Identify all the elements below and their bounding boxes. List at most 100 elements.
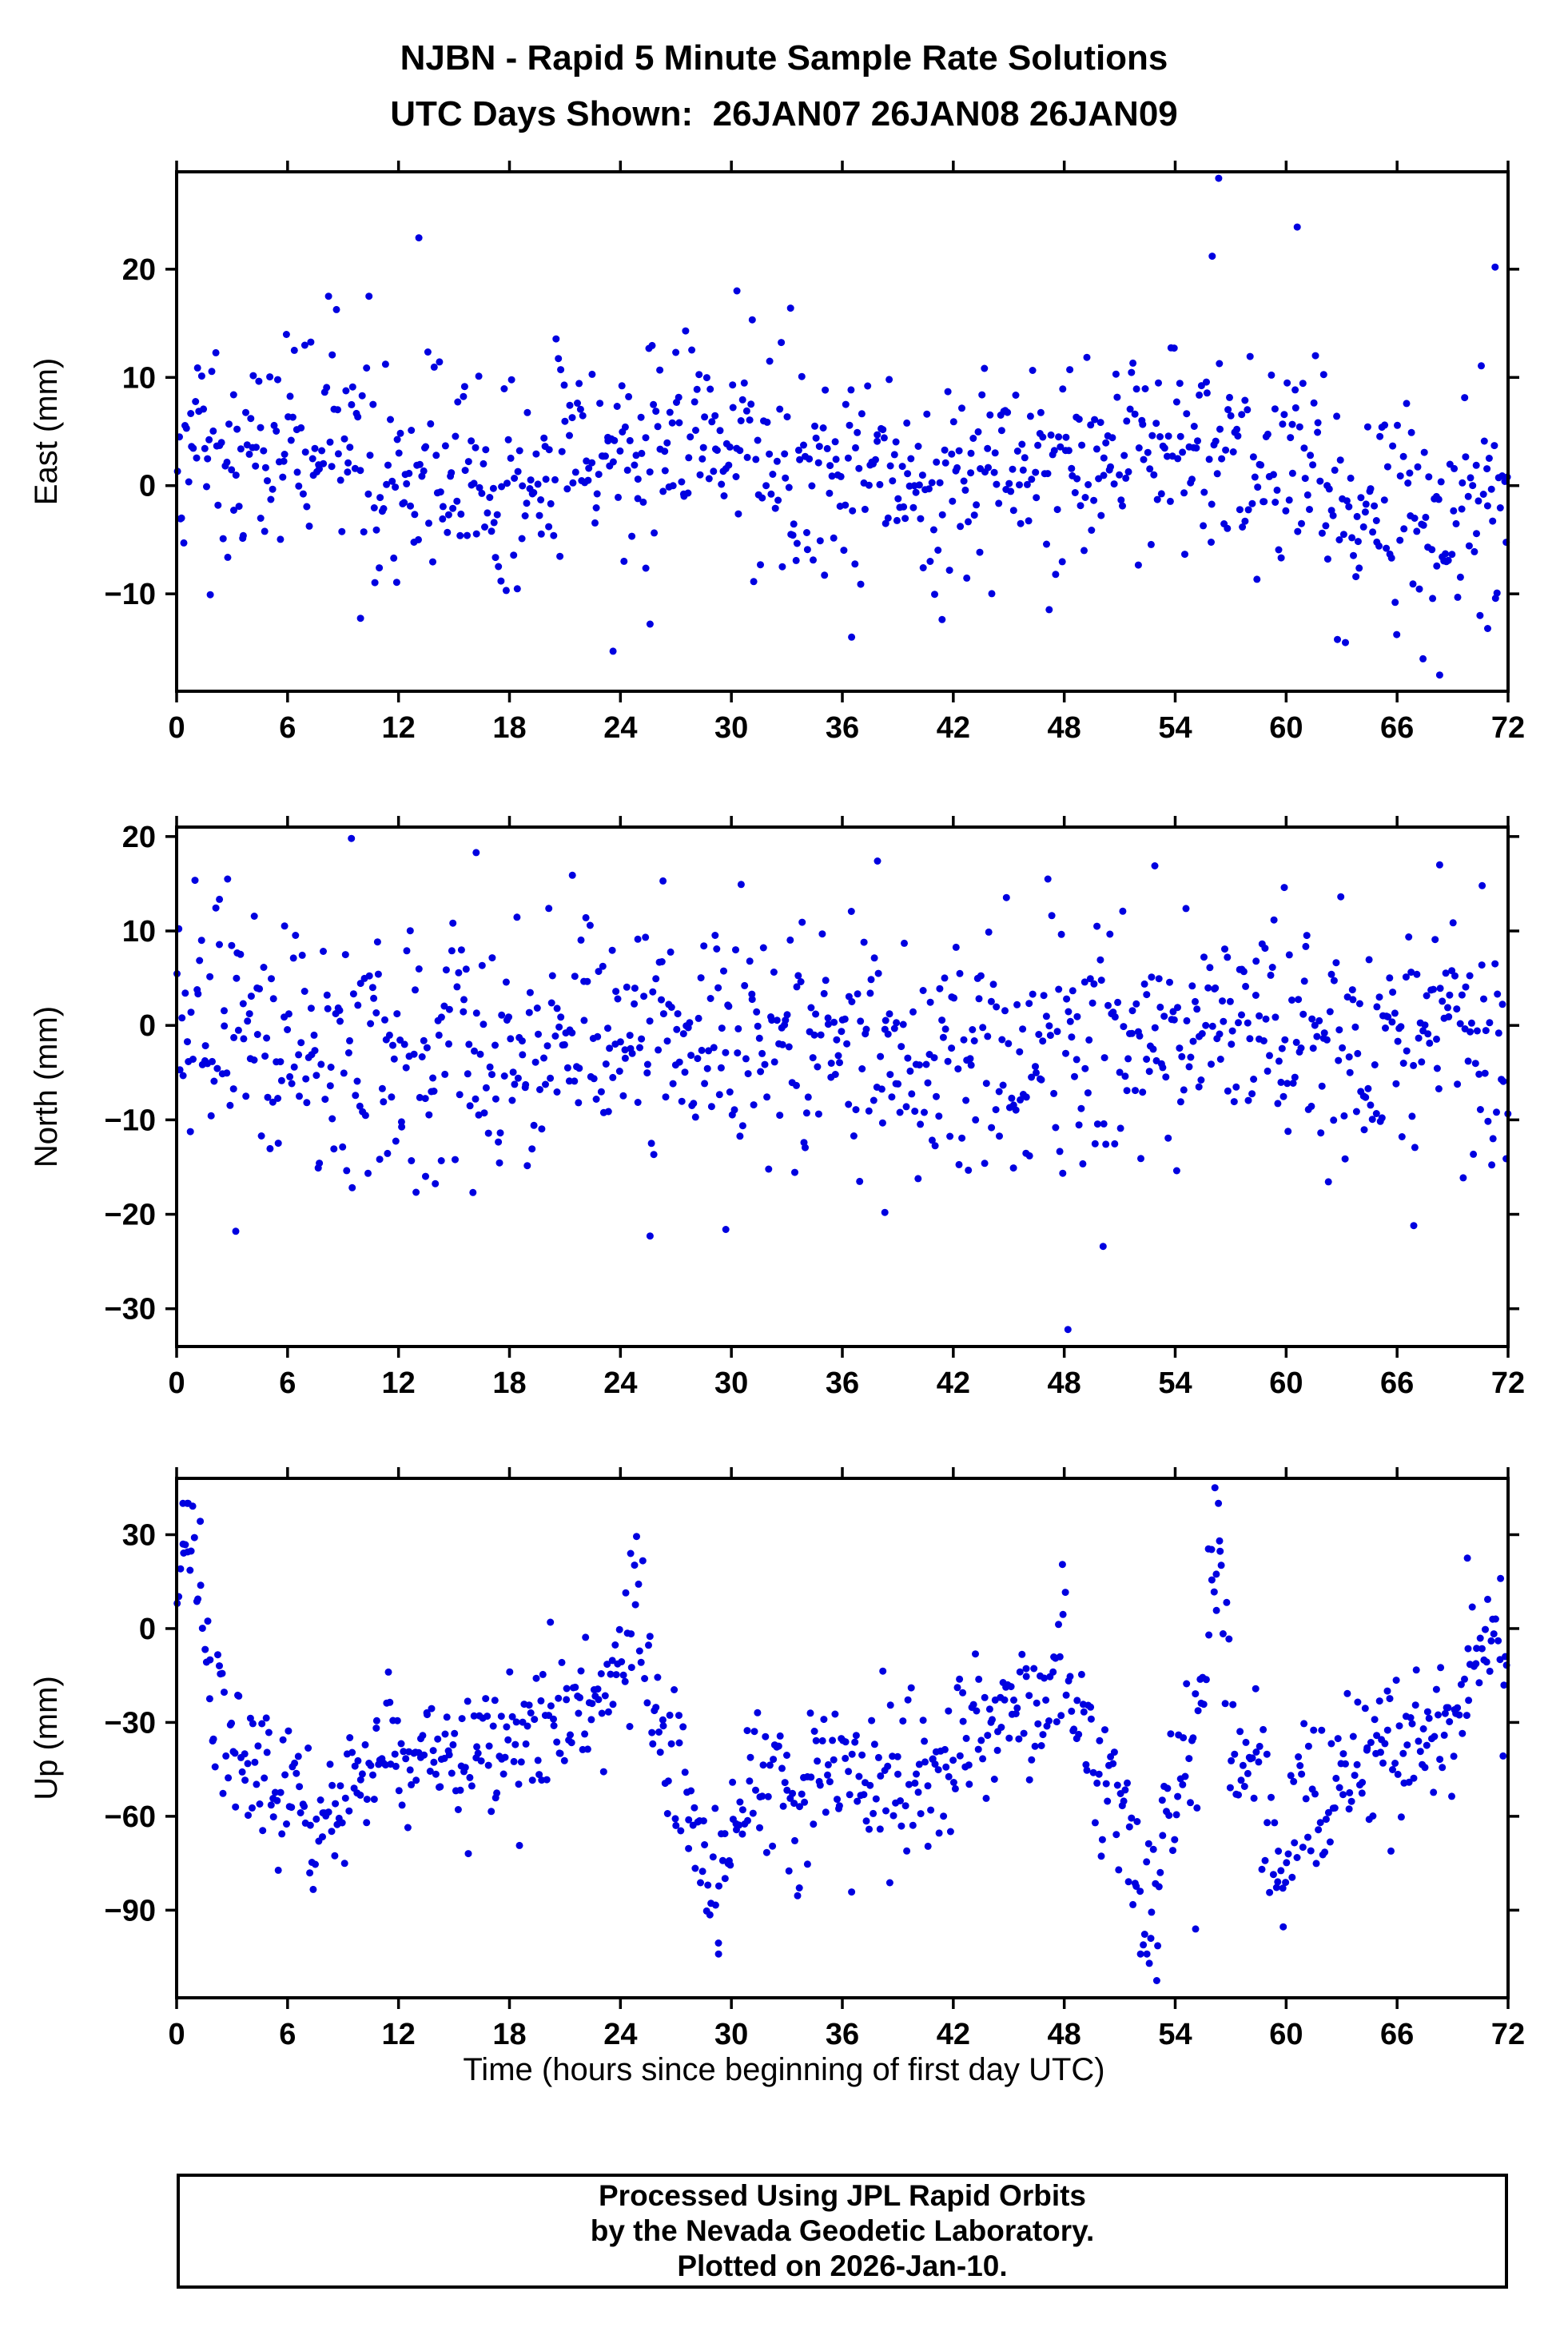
- data-point: [1075, 416, 1083, 424]
- footer-line-1: Processed Using JPL Rapid Orbits: [599, 2179, 1086, 2212]
- data-point: [678, 1097, 686, 1105]
- data-point: [273, 428, 281, 435]
- data-point: [1345, 1805, 1353, 1813]
- data-point: [659, 1010, 667, 1018]
- data-point: [1354, 1698, 1362, 1706]
- data-point: [551, 1032, 559, 1040]
- data-point: [870, 1740, 878, 1748]
- data-point: [773, 457, 781, 465]
- data-point: [1016, 1668, 1024, 1676]
- data-point: [1435, 1711, 1442, 1719]
- data-point: [1311, 1021, 1319, 1029]
- data-point: [1128, 1007, 1136, 1015]
- data-point: [471, 1047, 478, 1055]
- data-point: [791, 1836, 798, 1844]
- data-point: [674, 1010, 682, 1018]
- data-point: [1066, 366, 1074, 374]
- data-point: [1426, 1039, 1434, 1047]
- data-point: [623, 466, 631, 474]
- data-point: [363, 1819, 371, 1827]
- data-point: [587, 1716, 595, 1724]
- data-point: [997, 1724, 1005, 1731]
- data-point: [348, 1748, 356, 1756]
- data-point: [615, 493, 622, 501]
- data-point: [507, 376, 515, 384]
- data-point: [356, 615, 364, 623]
- data-point: [785, 1867, 793, 1875]
- data-point: [919, 987, 927, 994]
- data-point: [1348, 986, 1356, 994]
- data-point: [526, 989, 534, 996]
- data-point: [204, 1617, 212, 1625]
- data-point: [699, 1817, 707, 1825]
- data-point: [568, 871, 576, 879]
- data-point: [1224, 524, 1232, 532]
- data-point: [850, 1132, 858, 1140]
- data-point: [970, 511, 978, 519]
- data-point: [626, 1723, 634, 1730]
- data-point: [256, 985, 264, 993]
- data-point: [993, 1003, 1001, 1011]
- data-point: [1248, 1754, 1256, 1762]
- data-point: [491, 1041, 499, 1049]
- data-point: [810, 1031, 818, 1039]
- data-point: [340, 1069, 348, 1077]
- data-point: [242, 408, 249, 416]
- data-point: [1004, 408, 1012, 416]
- data-point: [733, 287, 741, 295]
- data-point: [500, 1072, 508, 1080]
- data-point: [268, 975, 275, 983]
- data-point: [302, 1075, 310, 1083]
- data-point: [237, 950, 245, 958]
- data-point: [1255, 1758, 1263, 1766]
- data-point: [441, 1070, 449, 1078]
- data-point: [453, 497, 461, 505]
- data-point: [1165, 1812, 1173, 1820]
- data-point: [840, 547, 848, 555]
- data-point: [1144, 448, 1152, 456]
- data-point: [1033, 494, 1041, 502]
- data-point: [1419, 654, 1427, 662]
- data-point: [264, 477, 271, 485]
- data-point: [1435, 1085, 1443, 1092]
- data-point: [1104, 1001, 1112, 1009]
- data-point: [356, 1102, 364, 1110]
- data-point: [757, 1068, 765, 1076]
- data-point: [901, 1802, 909, 1810]
- data-point: [338, 1819, 346, 1827]
- data-point: [841, 1015, 849, 1023]
- data-point: [336, 476, 344, 484]
- data-point: [1365, 956, 1373, 964]
- data-point: [652, 975, 660, 983]
- data-point: [1452, 519, 1460, 527]
- data-point: [981, 1160, 989, 1168]
- data-point: [197, 1518, 205, 1526]
- data-point: [1293, 223, 1301, 231]
- data-point: [1405, 1778, 1413, 1786]
- data-point: [1077, 1670, 1085, 1678]
- data-point: [498, 1011, 506, 1019]
- data-point: [1055, 433, 1063, 441]
- data-point: [1331, 1804, 1339, 1812]
- data-point: [310, 1031, 318, 1039]
- data-point: [1082, 1760, 1090, 1768]
- data-point: [747, 400, 755, 408]
- data-point: [277, 1076, 285, 1084]
- data-point: [556, 1749, 564, 1757]
- data-point: [1459, 479, 1467, 487]
- data-point: [749, 1809, 757, 1817]
- data-point: [704, 1881, 712, 1889]
- data-point: [346, 1036, 353, 1044]
- data-point: [247, 415, 255, 423]
- data-point: [480, 459, 488, 467]
- data-point: [1271, 405, 1279, 413]
- data-point: [388, 1093, 396, 1101]
- data-point: [1299, 1844, 1307, 1852]
- data-point: [257, 1132, 265, 1140]
- data-point: [1135, 444, 1143, 452]
- data-point: [537, 496, 545, 503]
- data-point: [466, 1773, 474, 1781]
- data-point: [1190, 423, 1198, 430]
- data-point: [1093, 922, 1101, 930]
